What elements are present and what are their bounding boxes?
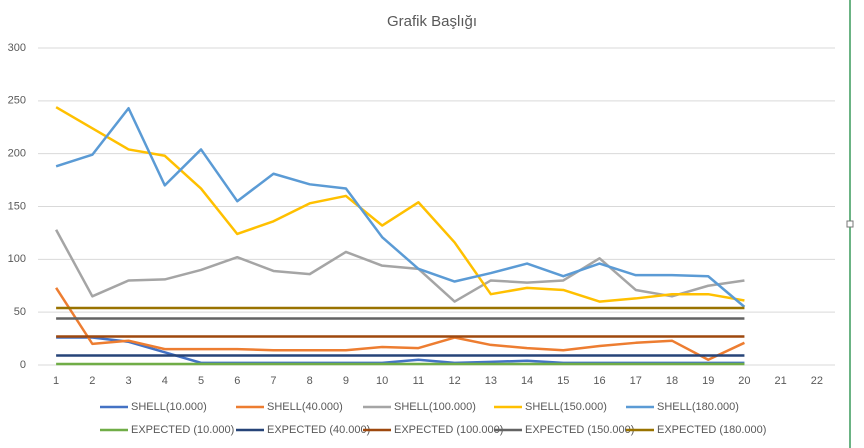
- series-line: [55, 229, 745, 303]
- legend-label: EXPECTED (100.000): [394, 424, 503, 436]
- series-line: [55, 106, 745, 303]
- x-tick-label: 21: [775, 375, 787, 387]
- y-tick-label: 0: [20, 359, 26, 371]
- x-tick-label: 18: [666, 375, 678, 387]
- y-tick-label: 250: [8, 95, 26, 107]
- x-tick-label: 15: [557, 375, 569, 387]
- legend-label: EXPECTED (10.000): [131, 424, 234, 436]
- x-tick-label: 10: [376, 375, 388, 387]
- y-tick-label: 200: [8, 148, 26, 160]
- x-tick-label: 12: [448, 375, 460, 387]
- y-tick-label: 50: [14, 306, 26, 318]
- legend-label: EXPECTED (150.000): [525, 424, 634, 436]
- x-tick-label: 11: [413, 375, 424, 387]
- x-tick-label: 2: [89, 375, 95, 387]
- x-tick-label: 17: [630, 375, 642, 387]
- legend-label: SHELL(40.000): [267, 401, 343, 413]
- y-tick-label: 150: [8, 200, 26, 212]
- series-line: [55, 287, 745, 361]
- resize-handle: [846, 220, 854, 228]
- legend-label: SHELL(150.000): [525, 401, 607, 413]
- x-tick-label: 22: [811, 375, 823, 387]
- x-tick-label: 7: [270, 375, 276, 387]
- x-tick-label: 8: [307, 375, 313, 387]
- x-tick-label: 1: [53, 375, 59, 387]
- x-tick-label: 3: [126, 375, 132, 387]
- x-tick-label: 14: [521, 375, 533, 387]
- x-tick-label: 9: [343, 375, 349, 387]
- legend-label: EXPECTED (180.000): [657, 424, 766, 436]
- x-tick-label: 20: [738, 375, 750, 387]
- legend-label: EXPECTED (40.000): [267, 424, 370, 436]
- legend-label: SHELL(180.000): [657, 401, 739, 413]
- y-tick-label: 100: [8, 253, 26, 265]
- chart-title: Grafik Başlığı: [387, 13, 477, 30]
- x-tick-label: 13: [485, 375, 497, 387]
- x-tick-label: 6: [234, 375, 240, 387]
- series-line: [55, 106, 746, 308]
- x-tick-label: 16: [593, 375, 605, 387]
- legend-label: SHELL(100.000): [394, 401, 476, 413]
- x-tick-label: 4: [162, 375, 168, 387]
- x-tick-label: 5: [198, 375, 204, 387]
- x-tick-label: 19: [702, 375, 714, 387]
- y-tick-label: 300: [8, 42, 26, 54]
- legend-label: SHELL(10.000): [131, 401, 207, 413]
